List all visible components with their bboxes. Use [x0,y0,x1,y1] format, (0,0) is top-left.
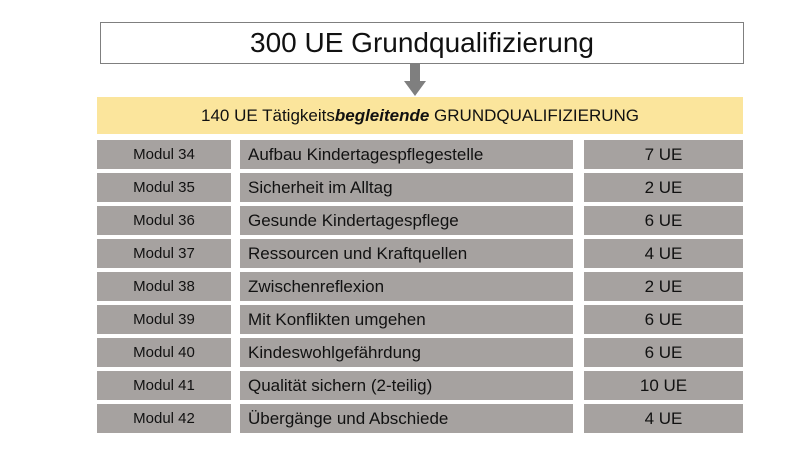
module-number: Modul 42 [97,404,231,433]
module-hours: 2 UE [584,173,743,202]
module-topic: Übergänge und Abschiede [240,404,573,433]
page-title: 300 UE Grundqualifizierung [100,22,744,64]
table-row: Modul 34 Aufbau Kindertagespflegestelle 7 … [97,140,743,169]
down-arrow-icon [404,64,426,96]
table-row: Modul 37 Ressourcen und Kraftquellen 4 UE [97,239,743,268]
table-row: Modul 41 Qualität sichern (2-teilig) 10 UE [97,371,743,400]
module-number: Modul 39 [97,305,231,334]
module-topic: Qualität sichern (2-teilig) [240,371,573,400]
table-row: Modul 39 Mit Konflikten umgehen 6 UE [97,305,743,334]
table-row: Modul 38 Zwischenreflexion 2 UE [97,272,743,301]
module-hours: 6 UE [584,338,743,367]
banner-prefix: 140 UE Tätigkeits [200,105,335,125]
module-topic: Aufbau Kindertagespflegestelle [240,140,573,169]
module-topic: Kindeswohlgefährdung [240,338,573,367]
module-hours: 2 UE [584,272,743,301]
module-number: Modul 38 [97,272,231,301]
section-banner: 140 UE Tätigkeits begleitende GRUNDQUALIF… [97,97,743,134]
module-number: Modul 34 [97,140,231,169]
module-hours: 4 UE [584,404,743,433]
module-number: Modul 35 [97,173,231,202]
module-hours: 7 UE [584,140,743,169]
module-topic: Zwischenreflexion [240,272,573,301]
module-hours: 4 UE [584,239,743,268]
table-row: Modul 35 Sicherheit im Alltag 2 UE [97,173,743,202]
module-number: Modul 40 [97,338,231,367]
table-row: Modul 36 Gesunde Kindertagespflege 6 UE [97,206,743,235]
module-topic: Ressourcen und Kraftquellen [240,239,573,268]
module-topic: Gesunde Kindertagespflege [240,206,573,235]
module-hours: 6 UE [584,305,743,334]
module-number: Modul 41 [97,371,231,400]
module-hours: 10 UE [584,371,743,400]
module-hours: 6 UE [584,206,743,235]
module-topic: Mit Konflikten umgehen [240,305,573,334]
table-row: Modul 42 Übergänge und Abschiede 4 UE [97,404,743,433]
module-number: Modul 37 [97,239,231,268]
module-topic: Sicherheit im Alltag [240,173,573,202]
table-row: Modul 40 Kindeswohlgefährdung 6 UE [97,338,743,367]
banner-suffix: GRUNDQUALIFIZIERUNG [429,105,640,125]
module-number: Modul 36 [97,206,231,235]
banner-emphasis: begleitende [334,105,430,125]
